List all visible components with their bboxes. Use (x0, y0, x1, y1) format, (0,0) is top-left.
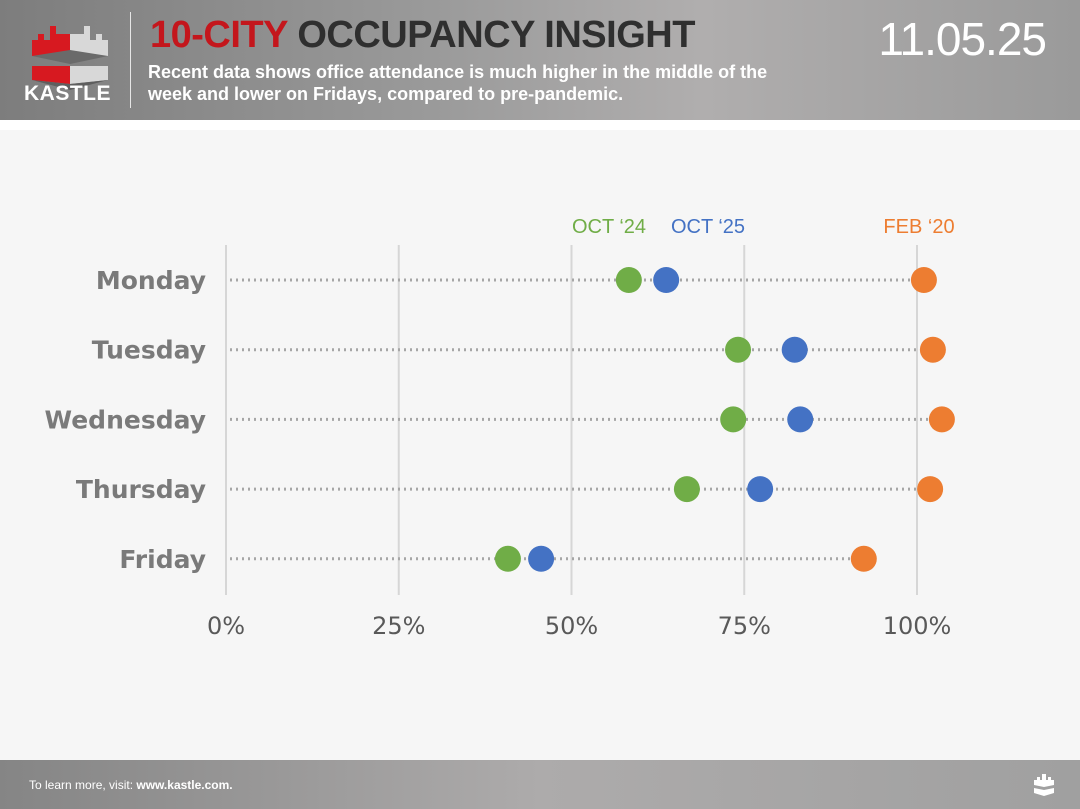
data-point (917, 476, 944, 503)
page-title: 10-CITY OCCUPANCY INSIGHT (150, 14, 695, 57)
data-point (850, 545, 877, 572)
category-label: Friday (119, 545, 206, 574)
occupancy-dot-plot: 0% 25% 50% 75% 100% OCT ‘24 OCT ‘25 FEB ‘20 Mond… (0, 130, 1080, 760)
report-date: 11.05.25 (878, 13, 1047, 65)
data-point (910, 267, 937, 293)
data-point (615, 267, 642, 293)
page-subtitle: Recent data shows office attendance is m… (148, 62, 768, 104)
category-label: Thursday (76, 475, 206, 504)
footer-prefix: To learn more, visit: (29, 778, 137, 792)
legend-label: OCT ‘24 (572, 216, 646, 238)
data-point (747, 476, 774, 503)
plot-background (0, 130, 1080, 760)
data-point (528, 545, 555, 572)
category-label: Monday (96, 266, 206, 295)
footer-link[interactable]: www.kastle.com. (136, 778, 233, 792)
data-point (725, 336, 752, 363)
header-strip (0, 120, 1080, 130)
category-label: Wednesday (45, 405, 206, 434)
x-tick-label: 75% (718, 612, 771, 640)
title-highlight: 10-CITY (150, 14, 288, 56)
x-tick-label: 50% (545, 612, 598, 640)
x-tick-label: 100% (883, 612, 952, 640)
data-point (781, 336, 808, 363)
footer: To learn more, visit: www.kastle.com. (0, 760, 1080, 809)
footer-text: To learn more, visit: www.kastle.com. (29, 778, 233, 792)
data-point (787, 406, 814, 433)
header-divider (130, 12, 131, 108)
kastle-small-logo-icon (1034, 774, 1054, 796)
data-point (928, 406, 955, 433)
kastle-castle-logo-icon (32, 26, 108, 90)
data-point (494, 545, 521, 572)
category-label: Tuesday (92, 336, 206, 365)
x-tick-label: 0% (207, 612, 245, 640)
header-banner: KASTLE 10-CITY OCCUPANCY INSIGHT Recent … (0, 0, 1080, 120)
data-point (673, 476, 700, 503)
logo-text: KASTLE (24, 82, 111, 105)
data-point (720, 406, 747, 433)
data-point (653, 267, 680, 293)
legend-label: FEB ‘20 (883, 216, 954, 238)
x-tick-label: 25% (372, 612, 425, 640)
title-rest: OCCUPANCY INSIGHT (287, 14, 695, 56)
data-point (919, 336, 946, 363)
legend-label: OCT ‘25 (671, 216, 745, 238)
